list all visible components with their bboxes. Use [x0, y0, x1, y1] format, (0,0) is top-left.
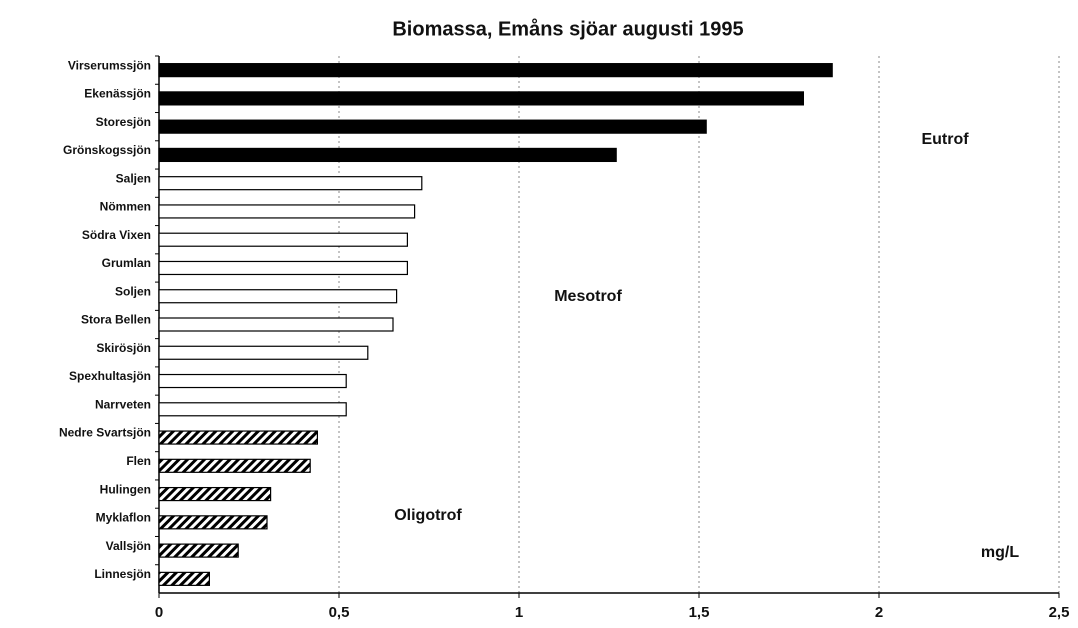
y-tick-label: Storesjön	[96, 115, 151, 129]
y-tick-label: Saljen	[116, 171, 151, 185]
y-tick-label: Skirösjön	[96, 341, 151, 355]
y-tick-label: Grumlan	[102, 256, 151, 270]
bar	[158, 373, 347, 389]
y-tick-label: Myklaflon	[96, 511, 151, 525]
y-tick-label: Nömmen	[100, 200, 151, 214]
bar	[158, 515, 268, 530]
x-tick-label: 1	[515, 604, 523, 621]
y-tick-label: Spexhultasjön	[69, 369, 151, 383]
bar	[158, 147, 617, 163]
bar	[158, 317, 394, 332]
bar	[158, 232, 408, 247]
bar	[158, 571, 211, 586]
y-tick-label: Södra Vixen	[82, 228, 151, 242]
bar	[158, 289, 398, 304]
bar	[158, 486, 272, 502]
bar	[158, 63, 833, 78]
y-tick-label: Nedre Svartsjön	[59, 426, 151, 440]
bar	[158, 204, 416, 219]
y-tick-label: Ekenässjön	[84, 87, 151, 101]
bar	[158, 543, 239, 558]
y-tick-label: Stora Bellen	[81, 313, 151, 327]
y-tick-label: Narrveten	[95, 397, 151, 411]
bar	[158, 402, 347, 417]
y-tick-label: Vallsjön	[106, 539, 151, 553]
y-tick-label: Grönskogssjön	[63, 143, 151, 157]
annotation: Mesotrof	[554, 288, 622, 305]
x-tick-label: 1,5	[689, 604, 710, 621]
x-tick-label: 2	[875, 604, 883, 621]
y-tick-label: Soljen	[115, 284, 151, 298]
y-tick-label: Flen	[126, 454, 151, 468]
bar	[158, 176, 423, 191]
x-tick-label: 0	[155, 604, 163, 621]
bar	[158, 458, 311, 473]
y-tick-label: Hulingen	[100, 482, 151, 496]
annotation: Eutrof	[921, 131, 969, 148]
y-tick-label: Virserumssjön	[68, 58, 151, 72]
annotation: mg/L	[981, 544, 1019, 561]
bar	[158, 91, 805, 106]
x-tick-label: 2,5	[1049, 604, 1070, 621]
chart-title: Biomassa, Emåns sjöar augusti 1995	[392, 17, 743, 40]
bar	[158, 119, 707, 134]
annotation: Oligotrof	[394, 507, 462, 524]
bar	[158, 430, 318, 445]
bar	[158, 260, 408, 276]
bar	[158, 345, 369, 360]
x-tick-label: 0,5	[329, 604, 350, 621]
y-tick-label: Linnesjön	[94, 567, 151, 581]
